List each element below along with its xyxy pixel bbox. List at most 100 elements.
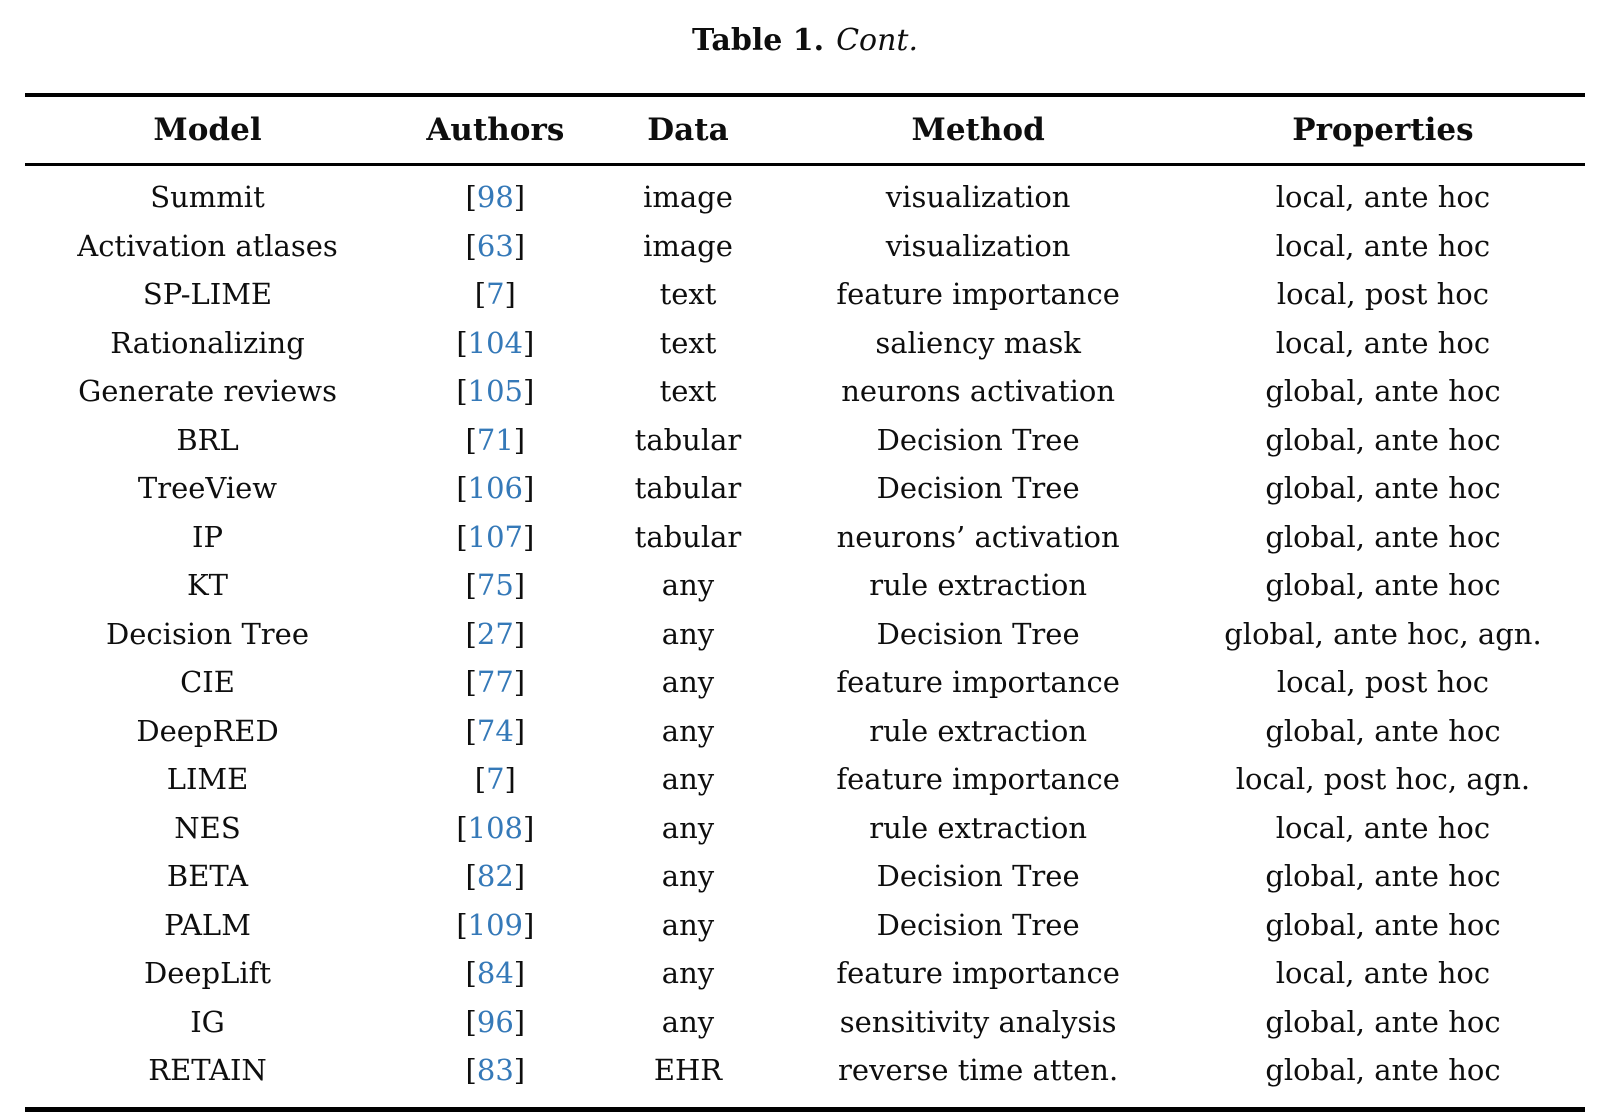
properties-cell: global, ante hoc, agn. [1181, 617, 1585, 651]
citation-bracket-close: ] [513, 859, 526, 894]
properties-list: global, ante hoc [1265, 1004, 1501, 1039]
citation-bracket-close: ] [513, 1053, 526, 1088]
properties-list: local, post hoc [1276, 277, 1490, 312]
data-type: text [659, 277, 717, 312]
properties-list: local, ante hoc [1275, 180, 1491, 215]
properties-list: local, post hoc [1276, 665, 1490, 700]
citation-link[interactable]: 7 [486, 762, 505, 797]
model-cell: IG [25, 1005, 390, 1039]
citation-link[interactable]: 108 [467, 810, 523, 845]
citation-bracket-close: ] [513, 956, 526, 991]
data-type: text [659, 325, 717, 360]
table-row: Generate reviews [105] text neurons acti… [25, 367, 1585, 416]
properties-cell: local, ante hoc [1181, 956, 1585, 990]
citation-link[interactable]: 105 [467, 374, 523, 409]
citation-link[interactable]: 83 [476, 1053, 514, 1088]
citation-bracket-close: ] [523, 810, 535, 845]
table-row: BETA [82] any Decision Tree global, ante… [25, 852, 1585, 901]
authors-cell: [75] [390, 568, 601, 602]
properties-cell: local, post hoc [1181, 665, 1585, 699]
data-cell: any [601, 665, 776, 699]
properties-list: local, ante hoc [1275, 228, 1491, 263]
data-type: any [661, 810, 715, 845]
citation-bracket-open: [ [465, 616, 477, 651]
citation-bracket-close: ] [513, 180, 526, 215]
method-name: feature importance [836, 665, 1120, 700]
citation-link[interactable]: 27 [476, 616, 514, 651]
model-name: BRL [176, 422, 239, 457]
method-cell: saliency mask [775, 326, 1181, 360]
authors-cell: [83] [390, 1053, 601, 1087]
properties-cell: global, ante hoc [1181, 908, 1585, 942]
citation-link[interactable]: 75 [476, 568, 514, 603]
method-name: Decision Tree [876, 616, 1080, 651]
method-name: reverse time atten. [838, 1053, 1119, 1088]
method-name: visualization [885, 228, 1071, 263]
method-name: sensitivity analysis [839, 1004, 1117, 1039]
method-cell: Decision Tree [775, 908, 1181, 942]
citation-link[interactable]: 109 [467, 907, 523, 942]
model-cell: TreeView [25, 471, 390, 505]
citation-link[interactable]: 98 [476, 180, 514, 215]
citation-link[interactable]: 7 [486, 277, 505, 312]
data-cell: image [601, 180, 776, 214]
citation-bracket-close: ] [513, 616, 526, 651]
citation-link[interactable]: 107 [467, 519, 523, 554]
data-type: any [661, 713, 715, 748]
properties-list: global, ante hoc [1265, 471, 1501, 506]
citation-bracket-close: ] [523, 907, 535, 942]
authors-cell: [77] [390, 665, 601, 699]
authors-cell: [7] [390, 277, 601, 311]
data-cell: any [601, 714, 776, 748]
properties-cell: local, post hoc [1181, 277, 1585, 311]
citation-bracket-open: [ [465, 1053, 477, 1088]
data-cell: any [601, 859, 776, 893]
properties-list: local, ante hoc [1275, 810, 1491, 845]
method-name: feature importance [836, 956, 1120, 991]
column-header-authors: Authors [426, 112, 565, 148]
method-cell: rule extraction [775, 714, 1181, 748]
data-type: any [661, 616, 715, 651]
authors-cell: [107] [390, 520, 601, 554]
properties-cell: global, ante hoc [1181, 568, 1585, 602]
method-name: feature importance [836, 762, 1120, 797]
properties-cell: local, ante hoc [1181, 229, 1585, 263]
data-type: tabular [634, 519, 742, 554]
citation-link[interactable]: 71 [476, 422, 514, 457]
citation-link[interactable]: 104 [467, 325, 523, 360]
model-name: DeepRED [136, 713, 279, 748]
model-cell: SP-LIME [25, 277, 390, 311]
citation-link[interactable]: 63 [476, 228, 514, 263]
model-cell: DeepLift [25, 956, 390, 990]
data-type: any [661, 762, 715, 797]
citation-bracket-open: [ [465, 180, 477, 215]
table-row: Summit [98] image visualization local, a… [25, 173, 1585, 222]
table-row: Activation atlases [63] image visualizat… [25, 222, 1585, 271]
properties-cell: global, ante hoc [1181, 859, 1585, 893]
model-cell: Generate reviews [25, 374, 390, 408]
data-type: any [661, 568, 715, 603]
citation-link[interactable]: 106 [467, 471, 523, 506]
citation-link[interactable]: 84 [476, 956, 514, 991]
citation-bracket-close: ] [523, 471, 535, 506]
citation-link[interactable]: 96 [476, 1004, 514, 1039]
table-header-row: Model Authors Data Method Properties [25, 97, 1585, 166]
model-name: Activation atlases [77, 228, 338, 263]
method-cell: Decision Tree [775, 423, 1181, 457]
table-row: LIME [7] any feature importance local, p… [25, 755, 1585, 804]
table-row: DeepRED [74] any rule extraction global,… [25, 707, 1585, 756]
model-name: Summit [150, 180, 265, 215]
model-name: NES [174, 810, 241, 845]
column-header-data: Data [647, 112, 729, 148]
data-cell: any [601, 568, 776, 602]
data-type: tabular [634, 471, 742, 506]
citation-link[interactable]: 77 [476, 665, 514, 700]
citation-link[interactable]: 82 [476, 859, 514, 894]
properties-cell: global, ante hoc [1181, 1005, 1585, 1039]
properties-list: local, ante hoc [1275, 956, 1491, 991]
citation-link[interactable]: 74 [476, 713, 514, 748]
citation-bracket-open: [ [456, 519, 468, 554]
model-name: LIME [166, 762, 249, 797]
method-cell: visualization [775, 180, 1181, 214]
data-cell: text [601, 326, 776, 360]
